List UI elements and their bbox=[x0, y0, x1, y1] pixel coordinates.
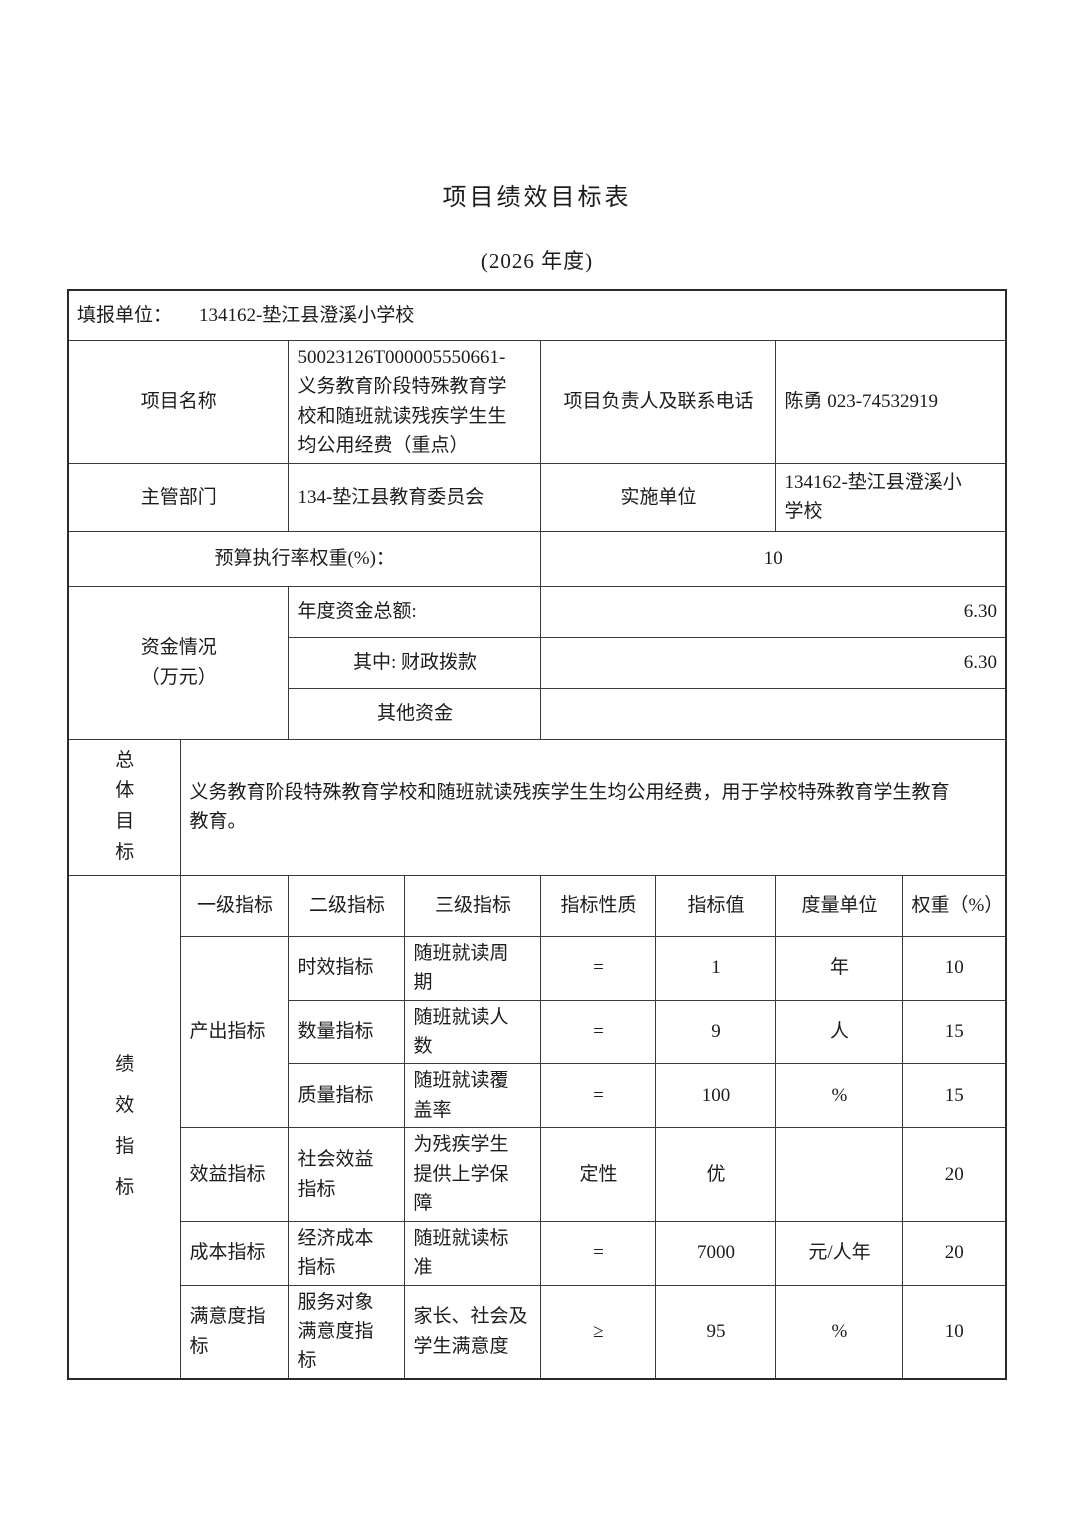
indicator-unit: 元/人年 bbox=[775, 1220, 904, 1286]
reporting-unit-cell: 填报单位： 134162-垫江县澄溪小学校 bbox=[67, 289, 1007, 341]
indicator-row: 效益指标 社会效益 指标 为残疾学生 提供上学保 障 定性 优 20 bbox=[68, 1127, 1007, 1222]
overall-goal-row: 总体目标 义务教育阶段特殊教育学校和随班就读残疾学生生均公用经费，用于学校特殊教… bbox=[67, 738, 1007, 876]
funding-row-total: 资金情况 （万元） 年度资金总额: 6.30 bbox=[67, 585, 1007, 740]
budget-rate-label: 预算执行率权重(%)： bbox=[67, 530, 542, 587]
indicator-level3: 随班就读覆 盖率 bbox=[404, 1063, 542, 1129]
indicator-unit: % bbox=[775, 1284, 904, 1380]
overall-goal-label-cell: 总体目标 bbox=[67, 738, 182, 876]
funding-fiscal-value: 6.30 bbox=[540, 636, 1007, 689]
indicator-level2: 数量指标 bbox=[288, 999, 406, 1065]
indicator-nature: = bbox=[540, 1220, 657, 1286]
performance-indicator-side-label: 绩效指标 bbox=[115, 1054, 135, 1198]
header-weight: 权重（%） bbox=[902, 874, 1007, 937]
department-row: 主管部门 134-垫江县教育委员会 实施单位 134162-垫江县澄溪小 学校 bbox=[67, 462, 1007, 532]
indicator-unit bbox=[775, 1127, 904, 1222]
indicator-row: 数量指标 随班就读人 数 = 9 人 15 bbox=[68, 999, 1007, 1065]
indicator-value: 1 bbox=[655, 935, 777, 1001]
indicator-level2: 社会效益 指标 bbox=[288, 1127, 406, 1222]
indicator-row: 质量指标 随班就读覆 盖率 = 100 % 15 bbox=[68, 1063, 1007, 1129]
indicator-weight: 10 bbox=[902, 1284, 1007, 1380]
header-level1: 一级指标 bbox=[180, 874, 290, 937]
page-subtitle: (2026 年度) bbox=[480, 248, 594, 273]
header-value: 指标值 bbox=[655, 874, 777, 937]
indicator-value: 7000 bbox=[655, 1220, 777, 1286]
project-leader-label: 项目负责人及联系电话 bbox=[540, 339, 777, 464]
indicator-row: 成本指标 经济成本 指标 随班就读标 准 = 7000 元/人年 20 bbox=[68, 1220, 1007, 1286]
indicator-value: 优 bbox=[655, 1127, 777, 1222]
indicator-level3: 为残疾学生 提供上学保 障 bbox=[404, 1127, 542, 1222]
project-name-value: 50023126T000005550661- 义务教育阶段特殊教育学 校和随班就… bbox=[288, 339, 542, 464]
indicator-level3: 随班就读标 准 bbox=[404, 1220, 542, 1286]
indicator-level3: 随班就读周 期 bbox=[404, 935, 542, 1001]
indicator-level1: 满意度指 标 bbox=[180, 1284, 290, 1380]
indicator-weight: 15 bbox=[902, 1063, 1007, 1129]
indicator-row: 满意度指 标 服务对象 满意度指 标 家长、社会及 学生满意度 ≥ 95 % 1… bbox=[68, 1284, 1007, 1380]
funding-total-value: 6.30 bbox=[540, 585, 1007, 638]
overall-goal-label: 总体目标 bbox=[115, 749, 135, 863]
indicator-level1: 成本指标 bbox=[180, 1220, 290, 1286]
indicator-nature: ≥ bbox=[540, 1284, 657, 1380]
indicator-weight: 15 bbox=[902, 999, 1007, 1065]
funding-fiscal-label: 其中: 财政拨款 bbox=[288, 636, 542, 689]
indicator-level3: 家长、社会及 学生满意度 bbox=[404, 1284, 542, 1380]
indicator-nature: = bbox=[540, 1063, 657, 1129]
indicator-weight: 10 bbox=[902, 935, 1007, 1001]
project-name-row: 项目名称 50023126T000005550661- 义务教育阶段特殊教育学 … bbox=[67, 339, 1007, 464]
indicator-nature: = bbox=[540, 999, 657, 1065]
funding-other-value bbox=[540, 687, 1007, 740]
budget-rate-value: 10 bbox=[540, 530, 1007, 587]
indicator-level1: 产出指标 bbox=[180, 935, 290, 1129]
indicator-unit: 年 bbox=[775, 935, 904, 1001]
indicator-weight: 20 bbox=[902, 1127, 1007, 1222]
indicator-row: 产出指标 时效指标 随班就读周 期 = 1 年 10 bbox=[68, 935, 1007, 1129]
department-value: 134-垫江县教育委员会 bbox=[288, 462, 542, 532]
department-label: 主管部门 bbox=[67, 462, 290, 532]
performance-target-table: 填报单位： 134162-垫江县澄溪小学校 项目名称 50023126T00000… bbox=[66, 288, 1008, 1380]
funding-total-label: 年度资金总额: bbox=[288, 585, 542, 638]
indicator-nature: 定性 bbox=[540, 1127, 657, 1222]
funding-row-fiscal: 其中: 财政拨款 6.30 bbox=[68, 636, 1007, 689]
indicator-unit: % bbox=[775, 1063, 904, 1129]
header-nature: 指标性质 bbox=[540, 874, 657, 937]
indicator-header-row: 绩效指标 一级指标 二级指标 三级指标 指标性质 指标值 度量单位 权重（%） bbox=[67, 874, 1007, 1380]
indicator-unit: 人 bbox=[775, 999, 904, 1065]
reporting-unit-row: 填报单位： 134162-垫江县澄溪小学校 bbox=[67, 289, 1007, 341]
indicator-value: 100 bbox=[655, 1063, 777, 1129]
header-level2: 二级指标 bbox=[288, 874, 406, 937]
indicator-value: 9 bbox=[655, 999, 777, 1065]
funding-row-other: 其他资金 bbox=[68, 687, 1007, 740]
indicator-level2: 经济成本 指标 bbox=[288, 1220, 406, 1286]
performance-indicator-side-cell: 绩效指标 bbox=[67, 874, 182, 1380]
project-leader-value: 陈勇 023-74532919 bbox=[775, 339, 1007, 464]
header-level3: 三级指标 bbox=[404, 874, 542, 937]
funding-other-label: 其他资金 bbox=[288, 687, 542, 740]
funding-section-label: 资金情况 （万元） bbox=[67, 585, 290, 740]
implementing-unit-value: 134162-垫江县澄溪小 学校 bbox=[775, 462, 1007, 532]
indicator-weight: 20 bbox=[902, 1220, 1007, 1286]
overall-goal-value: 义务教育阶段特殊教育学校和随班就读残疾学生生均公用经费，用于学校特殊教育学生教育… bbox=[180, 738, 1007, 876]
reporting-unit-value: 134162-垫江县澄溪小学校 bbox=[198, 304, 415, 326]
page-title: 项目绩效目标表 bbox=[442, 185, 632, 211]
header-unit: 度量单位 bbox=[775, 874, 904, 937]
implementing-unit-label: 实施单位 bbox=[540, 462, 777, 532]
indicator-nature: = bbox=[540, 935, 657, 1001]
indicator-level1: 效益指标 bbox=[180, 1127, 290, 1222]
indicator-value: 95 bbox=[655, 1284, 777, 1380]
budget-rate-row: 预算执行率权重(%)： 10 bbox=[67, 530, 1007, 587]
indicator-level2: 时效指标 bbox=[288, 935, 406, 1001]
project-name-label: 项目名称 bbox=[67, 339, 290, 464]
indicator-level3: 随班就读人 数 bbox=[404, 999, 542, 1065]
indicator-level2: 质量指标 bbox=[288, 1063, 406, 1129]
indicator-level2: 服务对象 满意度指 标 bbox=[288, 1284, 406, 1380]
reporting-unit-label: 填报单位： bbox=[76, 304, 172, 326]
